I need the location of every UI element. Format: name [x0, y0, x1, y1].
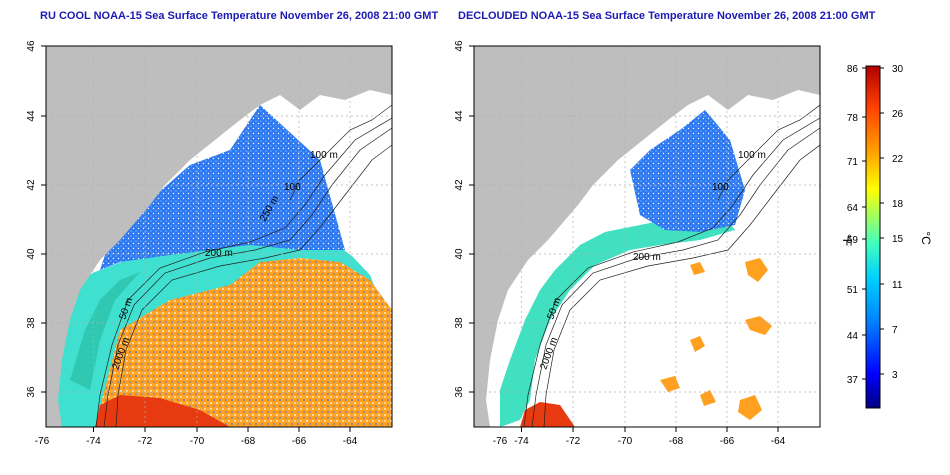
lon-tick-label: -74: [514, 436, 529, 447]
celsius-tick-label: 15: [892, 234, 904, 245]
celsius-tick-label: 11: [892, 280, 903, 291]
lon-tick-label: -68: [669, 436, 684, 447]
lon-tick-label: -72: [138, 436, 153, 447]
fahrenheit-tick-label: 78: [847, 113, 859, 124]
celsius-tick-label: 22: [892, 154, 904, 165]
lon-tick-label: -64: [771, 436, 786, 447]
contour-label: 100 m: [738, 150, 766, 161]
lat-tick-label: 38: [454, 317, 465, 329]
right-map-frame: [473, 45, 821, 428]
colorbar-gradient: [865, 65, 881, 409]
lon-tick-label: -68: [241, 436, 256, 447]
right-map-title: DECLOUDED NOAA-15 Sea Surface Temperatur…: [458, 10, 876, 22]
right-map: 100 m 100 200 m 50 m 2000 m -76 -74 -72 …: [454, 40, 821, 447]
celsius-tick-label: 26: [892, 109, 904, 120]
right-sst-gulfstream: [520, 402, 575, 427]
contour-label: 200 m: [205, 248, 233, 259]
left-map-frame: [45, 45, 393, 428]
lat-tick-label: 42: [454, 179, 465, 191]
lat-tick-label: 36: [454, 386, 465, 398]
lon-tick-label: -70: [190, 436, 205, 447]
fahrenheit-tick-label: 37: [847, 375, 859, 386]
lat-tick-label: 46: [26, 40, 37, 52]
lat-tick-label: 46: [454, 40, 465, 52]
fahrenheit-tick-label: 86: [847, 64, 859, 75]
contour-label: 200 m: [633, 252, 661, 263]
left-sst-shelf-green: [70, 272, 140, 390]
lat-tick-label: 44: [454, 110, 465, 122]
lon-tick-label: -66: [292, 436, 307, 447]
celsius-tick-label: 3: [892, 370, 898, 381]
lat-tick-label: 36: [26, 386, 37, 398]
fahrenheit-unit-label: °F: [840, 234, 854, 246]
lat-tick-label: 38: [26, 317, 37, 329]
left-land: [46, 46, 392, 427]
right-land: [474, 46, 820, 427]
celsius-tick-label: 18: [892, 199, 904, 210]
celsius-unit-label: °C: [919, 231, 933, 245]
fahrenheit-tick-label: 59: [847, 235, 859, 246]
left-map-title: RU COOL NOAA-15 Sea Surface Temperature …: [40, 10, 439, 22]
lat-tick-label: 40: [454, 248, 465, 260]
lon-tick-label: -70: [618, 436, 633, 447]
fahrenheit-tick-label: 71: [847, 157, 859, 168]
right-sst-cool-shelf: [630, 110, 745, 232]
fahrenheit-tick-label: 44: [847, 331, 859, 342]
contour-label: 100 m: [310, 150, 338, 161]
left-sst-gulfstream: [95, 395, 230, 427]
contour-label: 100: [712, 182, 729, 193]
left-sst-warm-water: [95, 258, 392, 427]
contour-label: 100: [284, 182, 301, 193]
lat-tick-label: 40: [26, 248, 37, 260]
lat-tick-label: 42: [26, 179, 37, 191]
fahrenheit-tick-label: 51: [847, 285, 859, 296]
colorbar: 86 78 71 64 59 51 44 37 30 26 22 18 15 1…: [840, 64, 933, 409]
celsius-tick-label: 30: [892, 64, 904, 75]
lon-tick-label: -72: [566, 436, 581, 447]
fahrenheit-tick-label: 64: [847, 203, 859, 214]
right-sst-shelf-green: [500, 212, 735, 427]
lon-tick-label: -66: [720, 436, 735, 447]
lat-tick-label: 44: [26, 110, 37, 122]
left-map: 100 m 100 200 m 250 m 50 m 2000 m -76 -7…: [26, 40, 393, 447]
lon-tick-label: -76: [35, 436, 50, 447]
lon-tick-label: -64: [343, 436, 358, 447]
celsius-tick-label: 7: [892, 325, 898, 336]
lon-tick-label: -76: [493, 436, 508, 447]
lon-tick-label: -74: [86, 436, 101, 447]
